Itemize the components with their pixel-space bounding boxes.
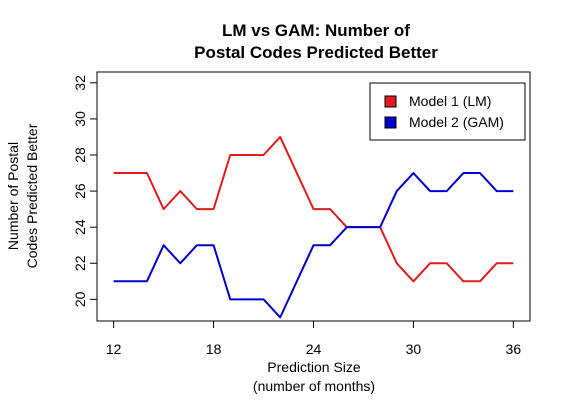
y-tick-label: 30 xyxy=(72,111,88,127)
series-line-gam xyxy=(113,172,514,319)
legend: Model 1 (LM) Model 2 (GAM) xyxy=(369,82,526,141)
y-tick-label: 20 xyxy=(72,291,88,307)
x-tick-label: 18 xyxy=(206,341,222,357)
y-tick-label: 22 xyxy=(72,255,88,271)
x-axis-label-line-2: (number of months) xyxy=(253,378,375,394)
x-tick-label: 24 xyxy=(306,341,322,357)
legend-swatch-lm xyxy=(384,95,397,108)
x-axis-label-line-1: Prediction Size xyxy=(267,359,361,375)
legend-swatch-gam xyxy=(384,116,397,129)
y-axis: 20 22 24 26 28 30 32 xyxy=(72,75,98,307)
x-tick-label: 30 xyxy=(406,341,422,357)
legend-box xyxy=(369,82,526,141)
y-axis-label-line-1: Number of Postal xyxy=(5,142,21,250)
y-tick-label: 28 xyxy=(72,147,88,163)
legend-label-lm: Model 1 (LM) xyxy=(409,93,491,109)
x-tick-label: 12 xyxy=(106,341,122,357)
series-line-lm xyxy=(113,135,514,283)
y-tick-label: 24 xyxy=(72,219,88,235)
y-axis-label-line-2: Codes Predicted Better xyxy=(24,123,40,268)
chart-title-line-2: Postal Codes Predicted Better xyxy=(194,43,438,62)
x-tick-label: 36 xyxy=(506,341,522,357)
x-axis: 12 18 24 30 36 xyxy=(106,320,522,357)
y-tick-label: 26 xyxy=(72,183,88,199)
chart-title-line-1: LM vs GAM: Number of xyxy=(222,21,410,40)
legend-label-gam: Model 2 (GAM) xyxy=(409,114,504,130)
y-tick-label: 32 xyxy=(72,75,88,91)
series-group xyxy=(113,135,514,319)
